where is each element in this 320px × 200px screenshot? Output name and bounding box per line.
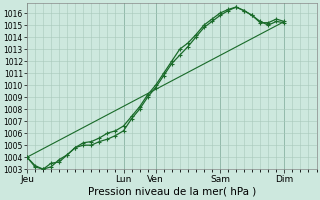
X-axis label: Pression niveau de la mer( hPa ): Pression niveau de la mer( hPa ) (88, 187, 256, 197)
